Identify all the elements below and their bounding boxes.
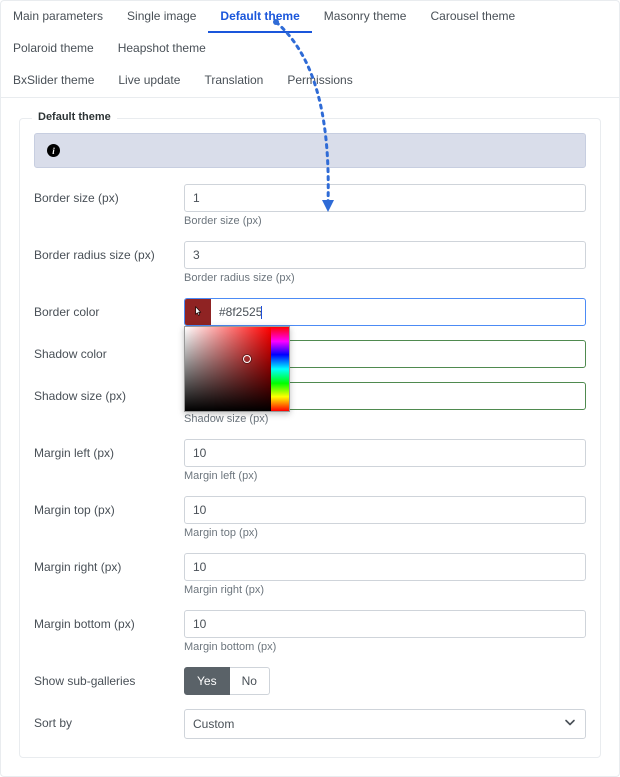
label-margin-right: Margin right (px) — [34, 553, 184, 574]
settings-panel: Default theme i Border size (px) Border … — [0, 98, 620, 777]
row-margin-top: Margin top (px) Margin top (px) — [34, 496, 586, 539]
input-margin-right[interactable] — [184, 553, 586, 581]
info-banner: i — [34, 133, 586, 168]
toggle-yes[interactable]: Yes — [184, 667, 230, 695]
hint-border-size: Border size (px) — [184, 215, 586, 227]
tab-translation[interactable]: Translation — [192, 65, 275, 97]
row-border-radius: Border radius size (px) Border radius si… — [34, 241, 586, 284]
tab-single-image[interactable]: Single image — [115, 1, 208, 33]
tabs-bar: Main parametersSingle imageDefault theme… — [0, 0, 620, 98]
label-sort-by: Sort by — [34, 709, 184, 730]
tab-masonry-theme[interactable]: Masonry theme — [312, 1, 419, 33]
input-margin-left[interactable] — [184, 439, 586, 467]
row-shadow-size: Shadow size (px) Shadow size (px) — [34, 382, 586, 425]
toggle-no[interactable]: No — [230, 667, 270, 695]
label-margin-left: Margin left (px) — [34, 439, 184, 460]
tab-default-theme[interactable]: Default theme — [208, 1, 311, 33]
label-shadow-color: Shadow color — [34, 340, 184, 361]
input-border-size[interactable] — [184, 184, 586, 212]
tab-heapshot-theme[interactable]: Heapshot theme — [106, 33, 218, 65]
label-show-sub: Show sub-galleries — [34, 667, 184, 688]
row-show-sub: Show sub-galleries Yes No — [34, 667, 586, 695]
color-field-border[interactable]: #8f2525 — [184, 298, 586, 326]
tab-live-update[interactable]: Live update — [106, 65, 192, 97]
input-margin-bottom[interactable] — [184, 610, 586, 638]
sv-cursor[interactable] — [243, 355, 251, 363]
label-border-size: Border size (px) — [34, 184, 184, 205]
input-border-radius[interactable] — [184, 241, 586, 269]
label-margin-bottom: Margin bottom (px) — [34, 610, 184, 631]
sv-gradient-panel[interactable] — [185, 327, 271, 411]
tab-main-parameters[interactable]: Main parameters — [1, 1, 115, 33]
label-border-radius: Border radius size (px) — [34, 241, 184, 262]
hint-border-radius: Border radius size (px) — [184, 272, 586, 284]
label-border-color: Border color — [34, 298, 184, 319]
pointer-cursor-icon — [192, 306, 204, 318]
row-margin-left: Margin left (px) Margin left (px) — [34, 439, 586, 482]
tab-carousel-theme[interactable]: Carousel theme — [418, 1, 527, 33]
input-border-color[interactable]: #8f2525 — [211, 299, 262, 325]
tab-bxslider-theme[interactable]: BxSlider theme — [1, 65, 106, 97]
input-margin-top[interactable] — [184, 496, 586, 524]
color-picker-popup[interactable] — [184, 326, 290, 412]
row-margin-right: Margin right (px) Margin right (px) — [34, 553, 586, 596]
row-shadow-color: Shadow color — [34, 340, 586, 368]
hint-margin-bottom: Margin bottom (px) — [184, 641, 586, 653]
hint-margin-right: Margin right (px) — [184, 584, 586, 596]
row-border-color: Border color #8f2525 — [34, 298, 586, 326]
label-margin-top: Margin top (px) — [34, 496, 184, 517]
row-sort-by: Sort by Custom — [34, 709, 586, 739]
info-icon: i — [47, 144, 60, 157]
tab-polaroid-theme[interactable]: Polaroid theme — [1, 33, 106, 65]
fieldset-legend: Default theme — [32, 111, 117, 123]
row-margin-bottom: Margin bottom (px) Margin bottom (px) — [34, 610, 586, 653]
default-theme-fieldset: Default theme i Border size (px) Border … — [19, 118, 601, 758]
hue-slider[interactable] — [271, 327, 289, 411]
tab-permissions[interactable]: Permissions — [275, 65, 364, 97]
hint-shadow-size: Shadow size (px) — [184, 413, 586, 425]
select-sort-by[interactable]: Custom — [184, 709, 586, 739]
text-caret — [261, 306, 262, 319]
hint-margin-left: Margin left (px) — [184, 470, 586, 482]
label-shadow-size: Shadow size (px) — [34, 382, 184, 403]
toggle-show-sub: Yes No — [184, 667, 586, 695]
hint-margin-top: Margin top (px) — [184, 527, 586, 539]
row-border-size: Border size (px) Border size (px) — [34, 184, 586, 227]
swatch-border-color[interactable] — [185, 299, 211, 325]
